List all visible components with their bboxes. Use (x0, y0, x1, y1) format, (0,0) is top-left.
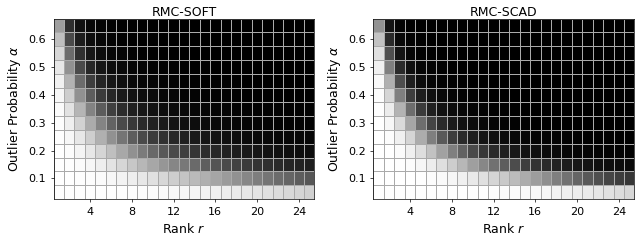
Y-axis label: Outlier Probability $\alpha$: Outlier Probability $\alpha$ (326, 45, 342, 172)
Title: RMC-SOFT: RMC-SOFT (151, 6, 216, 19)
X-axis label: Rank $r$: Rank $r$ (163, 222, 205, 236)
X-axis label: Rank $r$: Rank $r$ (483, 222, 525, 236)
Title: RMC-SCAD: RMC-SCAD (470, 6, 538, 19)
Y-axis label: Outlier Probability $\alpha$: Outlier Probability $\alpha$ (6, 45, 22, 172)
